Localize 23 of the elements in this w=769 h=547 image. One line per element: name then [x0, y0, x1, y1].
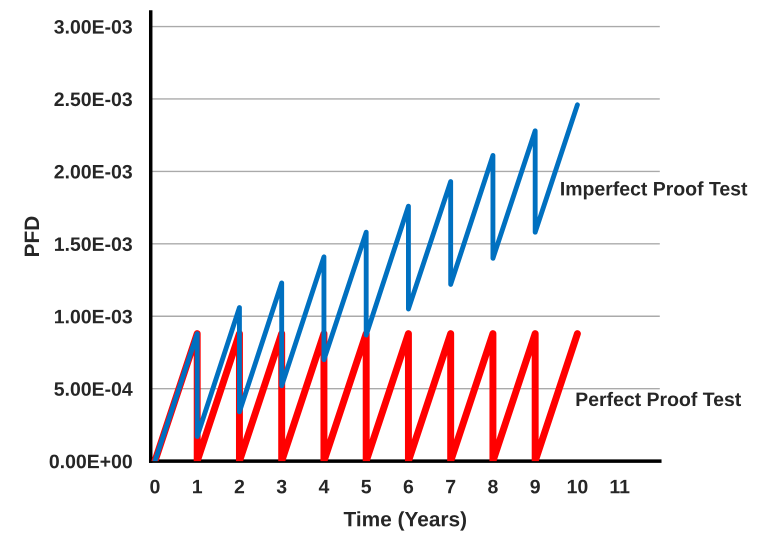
x-tick-label: 5: [361, 480, 372, 494]
x-axis-title: Time (Years): [344, 511, 466, 531]
y-tick-label: 0.00E+00: [50, 454, 132, 468]
x-tick-label: 9: [530, 480, 540, 494]
x-tick-label: 1: [193, 480, 202, 494]
x-tick-label: 0: [150, 480, 160, 494]
y-axis-title: PFD: [24, 216, 39, 256]
x-tick-label: 10: [568, 480, 588, 494]
y-tick-label: 1.00E-03: [54, 310, 132, 324]
annotation: Imperfect Proof Test: [561, 181, 748, 200]
x-tick-label: 4: [318, 480, 330, 494]
y-tick-label: 1.50E-03: [54, 237, 132, 252]
x-tick-label: 6: [404, 480, 414, 494]
x-tick-label: 3: [276, 480, 286, 494]
y-tick-label: 2.00E-03: [54, 164, 132, 179]
y-tick-label: 5.00E-04: [54, 382, 133, 396]
x-tick-label: 11: [610, 480, 630, 494]
x-tick-label: 7: [446, 480, 456, 494]
annotation: Perfect Proof Test: [576, 392, 742, 406]
y-tick-label: 2.50E-03: [54, 92, 132, 106]
y-tick-label: 3.00E-03: [54, 20, 132, 34]
x-tick-label: 2: [234, 480, 244, 494]
x-tick-label: 8: [488, 480, 498, 494]
